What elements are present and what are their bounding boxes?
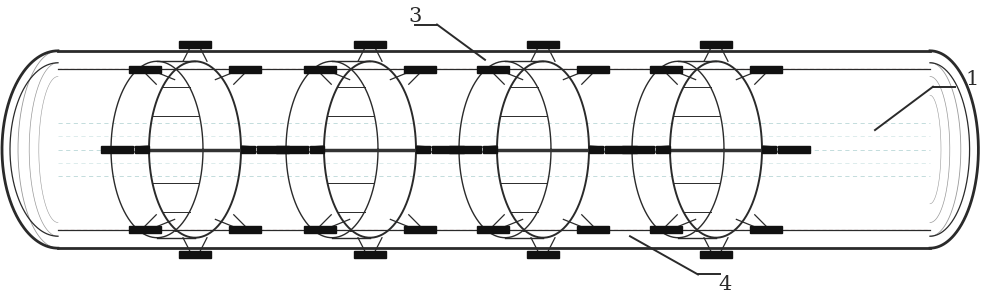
FancyBboxPatch shape <box>750 226 782 233</box>
FancyBboxPatch shape <box>477 66 509 73</box>
FancyBboxPatch shape <box>778 146 810 153</box>
FancyBboxPatch shape <box>404 66 436 73</box>
FancyBboxPatch shape <box>304 226 336 233</box>
FancyBboxPatch shape <box>577 226 609 233</box>
FancyBboxPatch shape <box>527 41 559 48</box>
FancyBboxPatch shape <box>577 66 609 73</box>
Bar <box>416 146 430 153</box>
FancyBboxPatch shape <box>101 146 133 153</box>
FancyBboxPatch shape <box>477 226 509 233</box>
Bar <box>241 146 255 153</box>
Text: 3: 3 <box>408 7 422 26</box>
Text: 1: 1 <box>965 70 979 89</box>
FancyBboxPatch shape <box>622 146 654 153</box>
FancyBboxPatch shape <box>304 66 336 73</box>
FancyBboxPatch shape <box>179 251 211 258</box>
FancyBboxPatch shape <box>404 226 436 233</box>
FancyBboxPatch shape <box>257 146 289 153</box>
Bar <box>135 146 149 153</box>
FancyBboxPatch shape <box>276 146 308 153</box>
FancyBboxPatch shape <box>650 226 682 233</box>
FancyBboxPatch shape <box>750 66 782 73</box>
FancyBboxPatch shape <box>354 41 386 48</box>
Bar <box>589 146 603 153</box>
FancyBboxPatch shape <box>229 66 261 73</box>
Bar <box>762 146 776 153</box>
Bar <box>310 146 324 153</box>
FancyBboxPatch shape <box>700 251 732 258</box>
FancyBboxPatch shape <box>605 146 637 153</box>
Bar <box>483 146 497 153</box>
FancyBboxPatch shape <box>354 251 386 258</box>
FancyBboxPatch shape <box>700 41 732 48</box>
FancyBboxPatch shape <box>449 146 481 153</box>
FancyBboxPatch shape <box>129 226 161 233</box>
FancyBboxPatch shape <box>129 66 161 73</box>
Text: 4: 4 <box>718 275 732 294</box>
FancyBboxPatch shape <box>432 146 464 153</box>
Bar <box>656 146 670 153</box>
FancyBboxPatch shape <box>179 41 211 48</box>
FancyBboxPatch shape <box>229 226 261 233</box>
FancyBboxPatch shape <box>527 251 559 258</box>
FancyBboxPatch shape <box>650 66 682 73</box>
